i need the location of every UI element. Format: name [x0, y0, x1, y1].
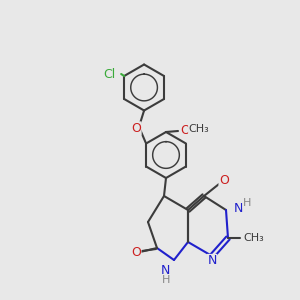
Text: O: O	[219, 175, 229, 188]
Text: O: O	[180, 124, 190, 136]
Text: CH₃: CH₃	[189, 124, 209, 134]
Text: N: N	[207, 254, 217, 268]
Text: H: H	[243, 198, 251, 208]
Text: CH₃: CH₃	[244, 233, 264, 243]
Text: N: N	[160, 263, 170, 277]
Text: Cl: Cl	[103, 68, 115, 80]
Text: H: H	[162, 275, 170, 285]
Text: N: N	[234, 202, 243, 215]
Text: O: O	[131, 122, 141, 135]
Text: O: O	[131, 247, 141, 260]
